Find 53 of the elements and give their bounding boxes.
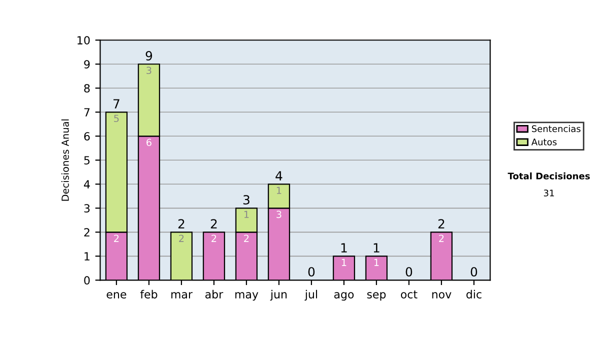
x-tick-label: abr [205, 290, 224, 298]
total-label: 2 [178, 219, 184, 228]
data-label: 3 [276, 210, 282, 218]
total-label: 0 [308, 267, 315, 277]
x-tick-label: oct [400, 290, 418, 298]
y-axis-title: Decisiones Anual [61, 119, 69, 201]
data-label: 2 [114, 234, 119, 242]
x-tick-label: sep [367, 292, 386, 301]
total-label: 0 [406, 267, 412, 277]
x-tick-label: dic [466, 290, 482, 298]
total-label: 9 [146, 51, 152, 60]
text: Total Decisiones [508, 172, 590, 180]
data-label: 1 [374, 258, 379, 266]
data-label: 5 [114, 114, 119, 122]
y-tick-label: 5 [84, 156, 90, 165]
text: 31 [544, 190, 554, 196]
x-tick-label: feb [140, 290, 158, 298]
data-label: 3 [146, 66, 152, 74]
y-tick-label: 8 [84, 84, 90, 93]
data-label: 2 [439, 234, 444, 242]
y-tick-label: 3 [84, 204, 90, 213]
total-label: 4 [276, 171, 282, 180]
x-tick-label: nov [432, 292, 452, 298]
total-label: 1 [374, 243, 380, 252]
x-tick-label: ene [106, 292, 126, 298]
x-tick-label: may [235, 292, 258, 301]
y-tick-label: 7 [84, 108, 90, 116]
y-tick-label: 2 [84, 228, 90, 236]
data-label: 1 [276, 186, 282, 194]
y-tick-label: 1 [84, 252, 90, 260]
data-label: 2 [179, 234, 184, 242]
data-label: 2 [212, 234, 216, 242]
total-label: 0 [470, 267, 478, 277]
data-label: 1 [342, 258, 346, 266]
data-label: 2 [244, 234, 249, 242]
x-tick-label: jul [304, 290, 318, 301]
y-tick-label: 0 [84, 276, 90, 285]
y-tick-label: 4 [84, 180, 90, 188]
x-tick-label: mar [171, 292, 193, 298]
total-label: 1 [341, 243, 347, 252]
y-tick-label: 10 [78, 36, 90, 44]
data-label: 6 [146, 138, 152, 146]
total-label: 2 [210, 219, 217, 228]
y-tick-label: 9 [84, 60, 90, 69]
y-tick-label: 6 [84, 132, 90, 141]
total-label: 7 [114, 99, 120, 108]
data-label: 1 [244, 210, 249, 218]
legend-label: Autos [531, 138, 557, 146]
x-tick-label: jun [270, 290, 287, 301]
legend-label: Sentencias [532, 125, 580, 132]
x-tick-label: ago [334, 292, 354, 301]
total-label: 3 [243, 195, 250, 205]
total-label: 2 [438, 219, 444, 228]
